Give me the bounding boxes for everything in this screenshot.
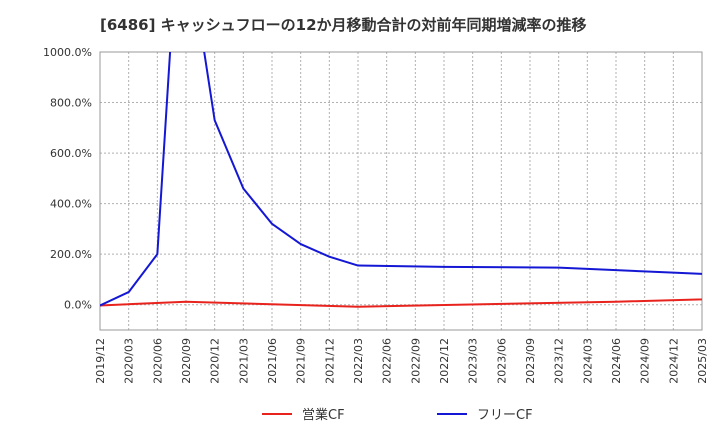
y-tick-label: 1000.0% [43,46,92,59]
x-tick-label: 2025/03 [696,338,709,384]
x-tick-label: 2021/12 [323,338,336,384]
grid [100,51,702,330]
x-tick-label: 2020/09 [180,338,193,384]
x-tick-label: 2022/06 [381,338,394,384]
series-line-2 [100,52,702,307]
x-tick-label: 2021/09 [295,338,308,384]
y-tick-label: 0.0% [64,299,92,312]
x-tick-label: 2019/12 [94,338,107,384]
series-line-1 [100,298,702,308]
legend: 営業CF フリーCF [262,407,533,423]
x-tick-label: 2024/03 [581,338,594,384]
x-tick-label: 2023/06 [495,338,508,384]
y-tick-label: 600.0% [50,147,92,160]
x-tick-label: 2021/03 [237,338,250,384]
x-tick-label: 2023/12 [553,338,566,384]
y-axis: 0.0% 200.0% 400.0% 600.0% 800.0% 1000.0% [43,46,92,312]
x-tick-label: 2023/09 [524,338,537,384]
x-axis: 2019/12 2020/03 2020/06 2020/09 2020/12 2021/… [94,338,709,384]
y-tick-label: 400.0% [50,198,92,211]
x-tick-label: 2020/12 [209,338,222,384]
legend-label: フリーCF [477,408,533,423]
x-tick-label: 2024/12 [667,338,680,384]
plot-frame [99,51,703,331]
series-layer [100,52,702,308]
x-tick-label: 2020/03 [123,338,136,384]
chart-title: [6486] キャッシュフローの12か月移動合計の対前年同期増減率の推移 [100,16,587,34]
x-tick-label: 2022/12 [438,338,451,384]
y-tick-label: 200.0% [50,248,92,261]
y-tick-label: 800.0% [50,97,92,110]
x-tick-label: 2024/09 [639,338,652,384]
x-tick-label: 2024/06 [610,338,623,384]
legend-label: 営業CF [302,407,345,423]
x-tick-label: 2022/03 [352,338,365,384]
x-tick-label: 2022/09 [409,338,422,384]
x-tick-label: 2021/06 [266,338,279,384]
x-tick-label: 2020/06 [151,338,164,384]
x-tick-label: 2023/03 [467,338,480,384]
